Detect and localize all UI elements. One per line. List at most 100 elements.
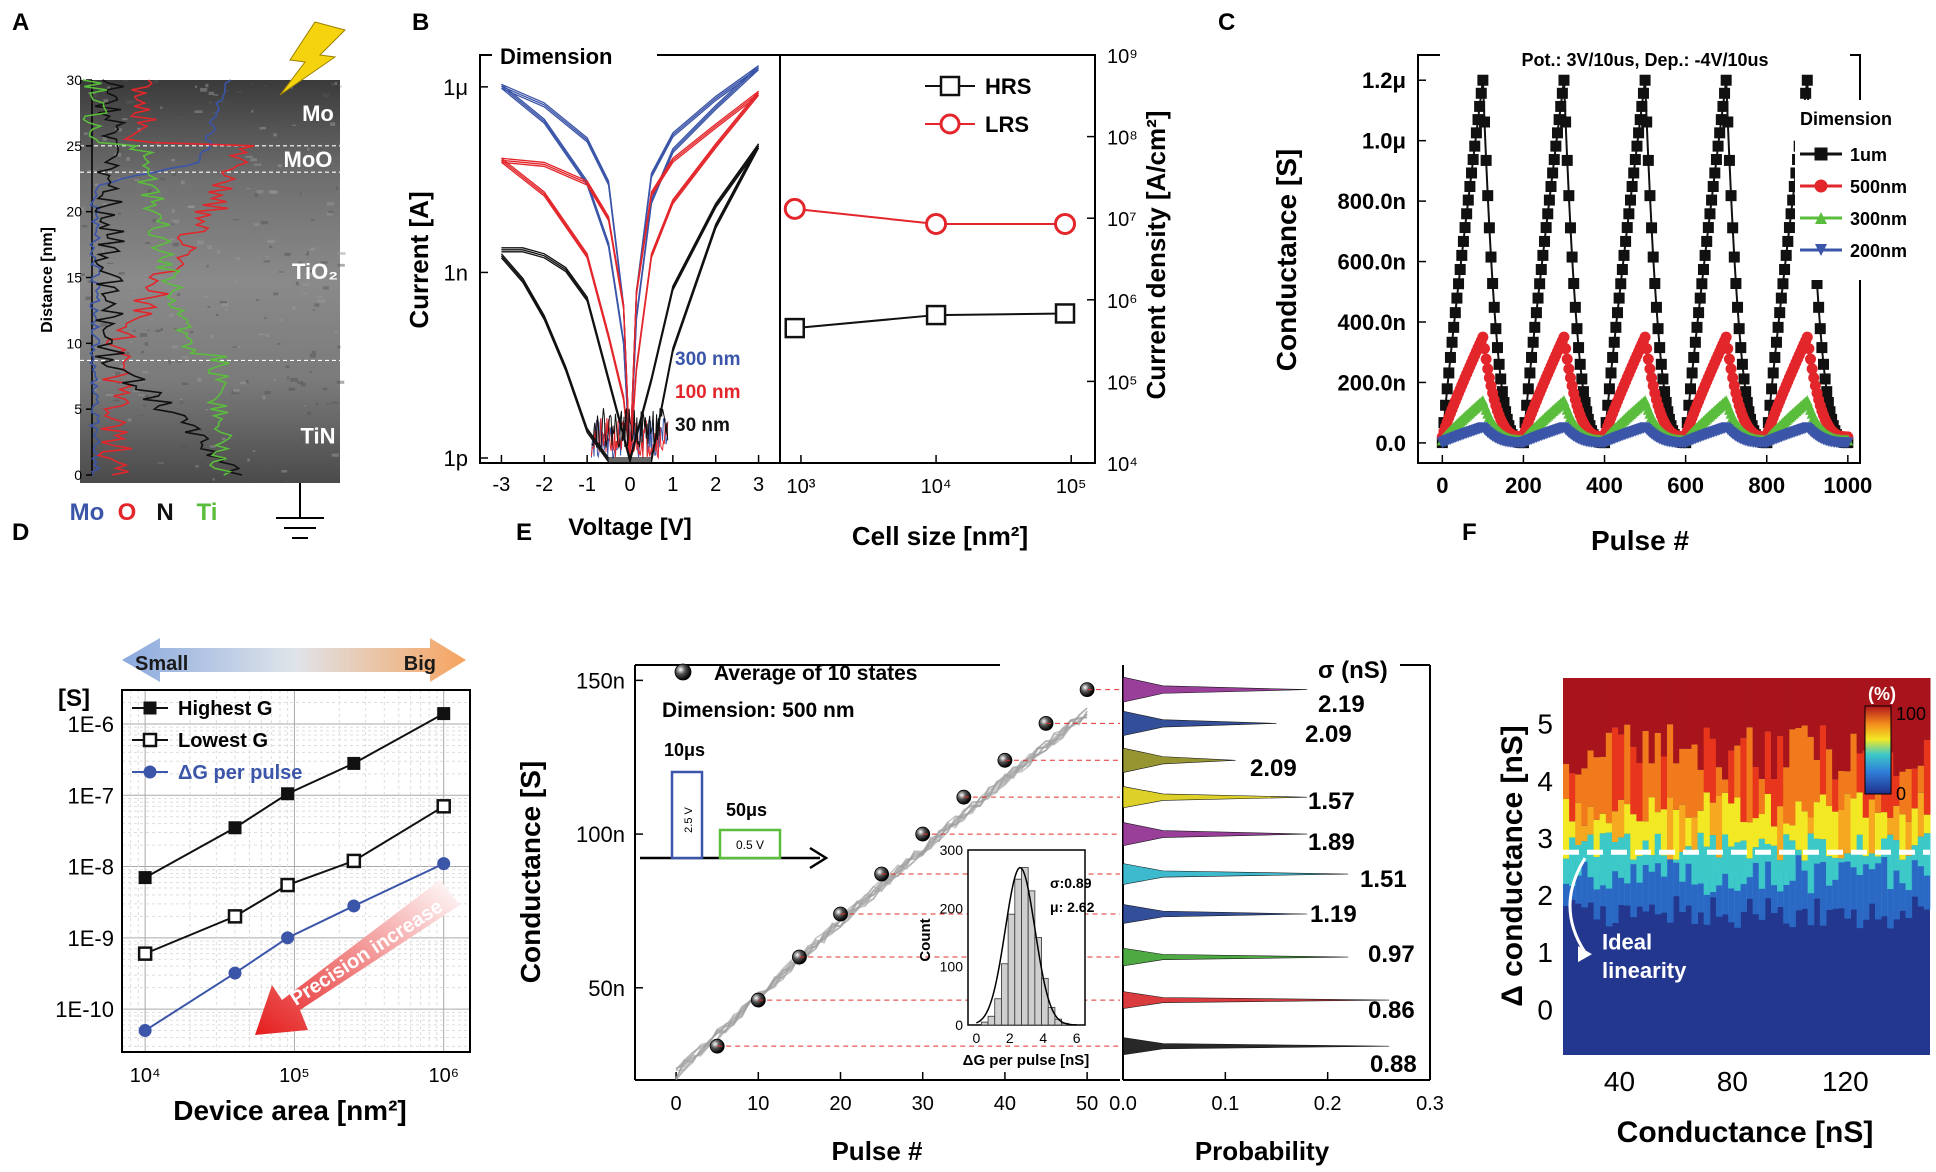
tem-texture [331, 83, 336, 86]
point-1um [1811, 278, 1823, 290]
heatmap-cell [1642, 730, 1650, 822]
tem-texture [114, 371, 121, 376]
heatmap-cell [1819, 725, 1827, 795]
point-1um [1612, 307, 1624, 319]
iv-noise [590, 418, 669, 460]
heatmap-cell [1734, 842, 1741, 891]
tem-texture [121, 118, 128, 121]
heatmap-cell [1868, 853, 1876, 870]
heatmap-cell [1770, 871, 1778, 914]
tem-texture [309, 353, 317, 358]
heatmap-cell [1618, 678, 1625, 735]
point-1um [1454, 264, 1466, 276]
arrow-head-icon [1578, 946, 1592, 963]
tem-texture [118, 212, 121, 215]
point-1um [1775, 292, 1787, 304]
point-1um [1461, 208, 1473, 220]
heatmap-cell [1746, 822, 1754, 859]
heatmap-cell [1624, 678, 1631, 725]
point-1um [1712, 140, 1724, 152]
tem-texture [101, 248, 105, 252]
tem-texture [247, 458, 250, 462]
point-1um [1615, 278, 1627, 290]
tem-texture [142, 371, 149, 374]
e-xtick-label: 30 [912, 1093, 934, 1115]
point-1um [1607, 351, 1619, 363]
tem-texture [197, 377, 202, 382]
tem-texture [291, 306, 296, 310]
d-ytick-label: 1E-7 [68, 783, 114, 808]
heatmap-cell [1807, 678, 1815, 737]
layer-label: MoO [284, 147, 333, 172]
tem-texture [89, 94, 98, 97]
point-1um [1723, 154, 1735, 166]
tem-texture [278, 271, 284, 273]
heatmap-cell [1795, 727, 1803, 802]
tem-texture [303, 405, 307, 407]
heatmap-cell [1826, 871, 1833, 910]
heatmap-cell [1862, 817, 1870, 857]
heatmap-cell [1862, 856, 1870, 865]
pulse-box-1 [670, 770, 704, 860]
point-500nm [1801, 331, 1813, 343]
point-1um [1654, 342, 1666, 354]
point-1um [1555, 100, 1567, 112]
tem-texture [102, 137, 107, 141]
tem-texture [302, 283, 310, 286]
f-xtick-label: 80 [1717, 1066, 1748, 1097]
heatmap-cell [1611, 857, 1619, 924]
heatmap-cell [1783, 870, 1790, 924]
heatmap-cell [1599, 833, 1607, 886]
tem-texture [253, 163, 262, 166]
heatmap-cell [1734, 745, 1741, 798]
e-gray-traces [675, 707, 1088, 1081]
tem-texture [312, 309, 315, 311]
colorbar-max: 100 [1896, 704, 1926, 724]
heatmap-cell [1911, 678, 1919, 769]
heatmap-cell [1697, 769, 1705, 811]
point-1um [1449, 307, 1461, 319]
tem-texture [269, 123, 277, 128]
heatmap-cell [1777, 806, 1784, 861]
c-xtick-label: 1000 [1823, 473, 1872, 498]
tem-texture [176, 293, 181, 296]
tem-texture [210, 334, 214, 339]
point-1um [1526, 351, 1538, 363]
heatmap-cell [1923, 739, 1931, 815]
tem-texture [281, 470, 288, 473]
inset-xtick-label: 4 [1039, 1030, 1047, 1046]
tem-texture [305, 254, 310, 256]
heatmap-cell [1697, 678, 1705, 770]
heatmap-cell [1599, 813, 1607, 834]
point-1um [1487, 278, 1499, 290]
heatmap-cell [1673, 763, 1680, 810]
heatmap-cell [1764, 847, 1772, 899]
heatmap-cell [1832, 779, 1839, 812]
heatmap-cell [1850, 678, 1858, 734]
a-ytick-label: 5 [74, 401, 82, 417]
tem-texture [233, 219, 240, 221]
heatmap-cell [1587, 863, 1595, 903]
heatmap-cell [1624, 724, 1631, 805]
heatmap-cell [1764, 731, 1772, 794]
heatmap-cell [1893, 840, 1900, 871]
tem-texture [231, 390, 240, 395]
tem-texture [265, 256, 269, 258]
heatmap-cell [1611, 841, 1619, 872]
tem-texture [114, 152, 122, 157]
point-1um [1451, 292, 1463, 304]
heatmap-cell [1605, 874, 1613, 927]
heatmap-cell [1838, 848, 1845, 909]
tem-texture [208, 100, 213, 104]
tem-texture [127, 418, 132, 422]
point-1um [1448, 321, 1460, 333]
b-xtick-label: -3 [493, 474, 511, 496]
point [437, 857, 451, 871]
tem-texture [263, 85, 268, 87]
iv-loop-30nm [500, 143, 760, 465]
heatmap-cell [1758, 838, 1766, 889]
heatmap-cell [1783, 834, 1790, 885]
point-1um [1706, 194, 1718, 206]
point-1um [1467, 154, 1479, 166]
heatmap-cell [1648, 763, 1656, 798]
